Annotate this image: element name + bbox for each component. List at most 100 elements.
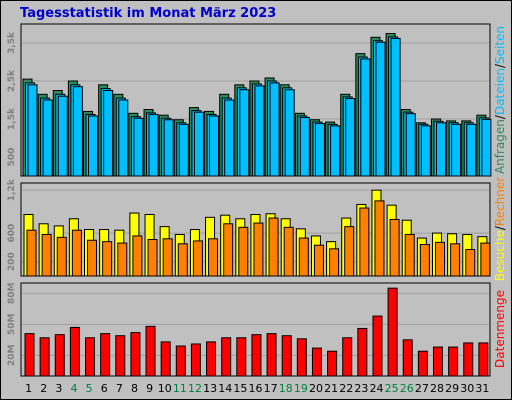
day-label-16: 16 [249, 382, 263, 395]
day-label-1: 1 [25, 382, 32, 395]
bar-seiten-day-24 [375, 41, 386, 177]
bar-seiten-day-26 [405, 113, 416, 177]
day-label-12: 12 [188, 382, 202, 395]
bar-seiten-day-10 [163, 119, 174, 177]
legend-entry: Anfragen [493, 119, 507, 174]
y-tick-label: 600 [7, 224, 17, 243]
legend-entry: Rechner [493, 177, 507, 226]
bar-datenmenge-day-21 [327, 350, 338, 377]
bar-datenmenge-day-31 [478, 342, 489, 377]
bar-rechner-day-14 [223, 223, 234, 277]
bar-rechner-day-1 [26, 229, 37, 277]
day-label-27: 27 [415, 382, 429, 395]
bar-rechner-day-7 [117, 242, 128, 277]
bar-datenmenge-day-29 [448, 346, 459, 377]
bar-seiten-day-22 [345, 97, 356, 177]
bar-seiten-day-6 [103, 90, 114, 177]
bar-seiten-day-19 [299, 116, 310, 177]
bar-datenmenge-day-10 [160, 341, 171, 377]
legend-entry: / [493, 114, 507, 119]
legend-volume: Datenmenge [493, 290, 507, 368]
day-label-20: 20 [309, 382, 323, 395]
day-label-6: 6 [101, 382, 108, 395]
day-axis: 1 2 3 4 5 6 7 8 9 10 11 12 13 14 15 16 17 18 19 20 21 22 23 24 2… [25, 382, 489, 395]
bar-datenmenge-day-3 [54, 334, 65, 377]
bar-datenmenge-day-8 [130, 332, 141, 377]
bar-datenmenge-day-1 [24, 333, 35, 377]
bar-seiten-day-8 [133, 117, 144, 177]
bar-rechner-day-9 [147, 239, 158, 277]
y-tick-label: 50M [7, 314, 17, 336]
day-label-9: 9 [146, 382, 153, 395]
chart-ticks: 500 1,5k 2,5k 3,5k 200 600 1,2k 20M 50M 80M [7, 31, 17, 366]
bar-rechner-day-31 [480, 242, 491, 277]
bar-datenmenge-day-7 [115, 335, 126, 377]
bar-datenmenge-day-20 [311, 347, 322, 377]
bar-rechner-day-8 [132, 235, 143, 277]
day-label-7: 7 [116, 382, 123, 395]
bar-rechner-day-25 [389, 218, 400, 277]
bar-rechner-day-23 [359, 207, 370, 277]
day-label-5: 5 [86, 382, 93, 395]
bar-datenmenge-day-23 [357, 327, 368, 377]
bar-datenmenge-day-12 [190, 343, 201, 377]
day-label-31: 31 [475, 382, 489, 395]
bar-rechner-day-12 [192, 240, 203, 277]
day-label-10: 10 [158, 382, 172, 395]
bar-rechner-day-28 [434, 241, 445, 277]
bar-rechner-day-24 [374, 200, 385, 277]
bar-datenmenge-day-19 [296, 338, 307, 377]
legend-entry: Datenmenge [493, 290, 507, 368]
bar-datenmenge-day-27 [417, 350, 428, 377]
bar-seiten-day-11 [178, 123, 189, 177]
legend-entry: / [493, 225, 507, 230]
bar-rechner-day-5 [87, 239, 98, 277]
legend-entry: / [493, 63, 507, 68]
y-tick-label: 2,5k [7, 69, 17, 92]
bar-rechner-day-26 [404, 234, 415, 277]
bar-datenmenge-day-26 [402, 339, 413, 377]
day-label-26: 26 [400, 382, 414, 395]
y-tick-label: 200 [7, 252, 17, 271]
y-tick-label: 20M [7, 345, 17, 367]
bar-datenmenge-day-16 [251, 334, 262, 377]
page-title: Tagesstatistik im Monat März 2023 [20, 6, 277, 21]
day-label-4: 4 [70, 382, 77, 395]
y-tick-label: 500 [7, 148, 17, 167]
day-label-11: 11 [173, 382, 187, 395]
bar-rechner-day-30 [465, 249, 476, 277]
bar-seiten-day-30 [466, 123, 477, 177]
bar-rechner-day-2 [41, 234, 52, 277]
day-label-17: 17 [264, 382, 278, 395]
bar-datenmenge-day-2 [39, 337, 50, 377]
bar-rechner-day-20 [313, 244, 324, 277]
bar-rechner-day-3 [56, 236, 67, 277]
bar-rechner-day-21 [329, 248, 340, 277]
day-label-29: 29 [445, 382, 459, 395]
bar-datenmenge-day-11 [175, 345, 186, 377]
bar-datenmenge-day-22 [342, 337, 353, 377]
bar-rechner-day-4 [71, 229, 82, 277]
legend-entry: Seiten [493, 26, 507, 64]
bar-seiten-day-7 [118, 99, 129, 177]
day-label-22: 22 [339, 382, 353, 395]
day-label-28: 28 [430, 382, 444, 395]
bar-datenmenge-day-9 [145, 325, 156, 377]
bar-rechner-day-13 [208, 238, 219, 277]
bar-seiten-day-25 [390, 37, 401, 177]
y-tick-label: 80M [7, 283, 17, 305]
chart-bars [22, 33, 492, 377]
day-label-15: 15 [233, 382, 247, 395]
bar-seiten-day-5 [88, 115, 99, 177]
day-label-8: 8 [131, 382, 138, 395]
day-label-18: 18 [279, 382, 293, 395]
bar-rechner-day-10 [162, 238, 173, 277]
bar-datenmenge-day-25 [387, 287, 398, 377]
chart-legends: Anfragen/Dateien/SeitenBesuche/RechnerDa… [493, 26, 507, 368]
legend-entry: Dateien [493, 68, 507, 115]
bar-seiten-day-15 [239, 89, 250, 177]
day-label-3: 3 [55, 382, 62, 395]
bar-seiten-day-18 [284, 89, 295, 177]
bar-datenmenge-day-13 [206, 341, 217, 377]
